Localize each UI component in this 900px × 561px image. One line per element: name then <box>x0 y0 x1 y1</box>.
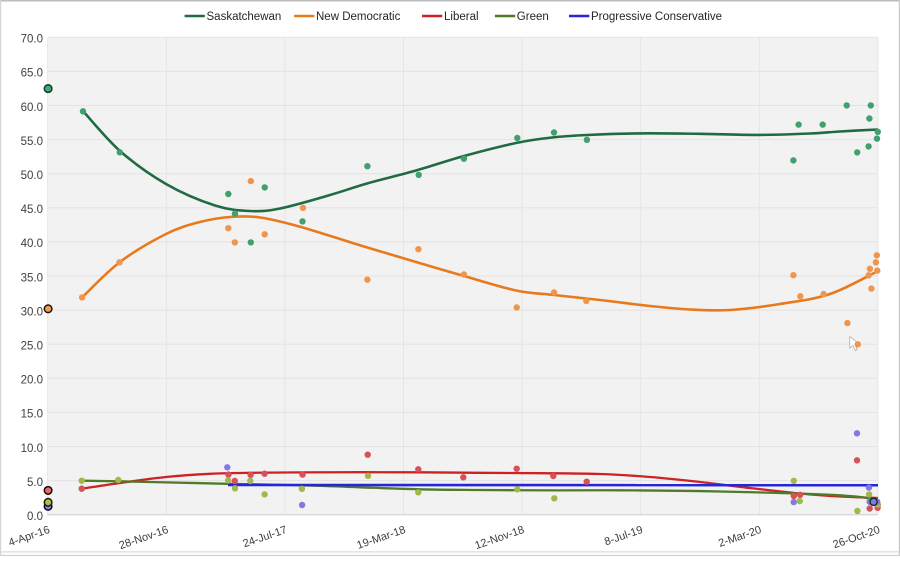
svg-text:Progressive Conservative: Progressive Conservative <box>591 11 722 23</box>
svg-text:15.0: 15.0 <box>21 409 43 421</box>
svg-text:5.0: 5.0 <box>27 477 43 489</box>
svg-text:65.0: 65.0 <box>21 68 43 80</box>
svg-text:20.0: 20.0 <box>21 375 43 387</box>
svg-text:35.0: 35.0 <box>21 272 43 284</box>
svg-text:New Democratic: New Democratic <box>316 11 401 23</box>
svg-text:Liberal: Liberal <box>444 11 479 23</box>
svg-text:10.0: 10.0 <box>21 443 43 455</box>
svg-text:30.0: 30.0 <box>21 306 43 318</box>
svg-text:0.0: 0.0 <box>27 511 43 523</box>
svg-text:50.0: 50.0 <box>21 170 43 182</box>
svg-text:45.0: 45.0 <box>21 204 43 216</box>
svg-text:40.0: 40.0 <box>21 238 43 250</box>
svg-text:60.0: 60.0 <box>21 102 43 114</box>
svg-text:25.0: 25.0 <box>21 341 43 353</box>
svg-text:Green: Green <box>517 11 549 23</box>
svg-text:Saskatchewan: Saskatchewan <box>207 11 282 23</box>
svg-text:55.0: 55.0 <box>21 136 43 148</box>
svg-text:70.0: 70.0 <box>21 34 43 46</box>
